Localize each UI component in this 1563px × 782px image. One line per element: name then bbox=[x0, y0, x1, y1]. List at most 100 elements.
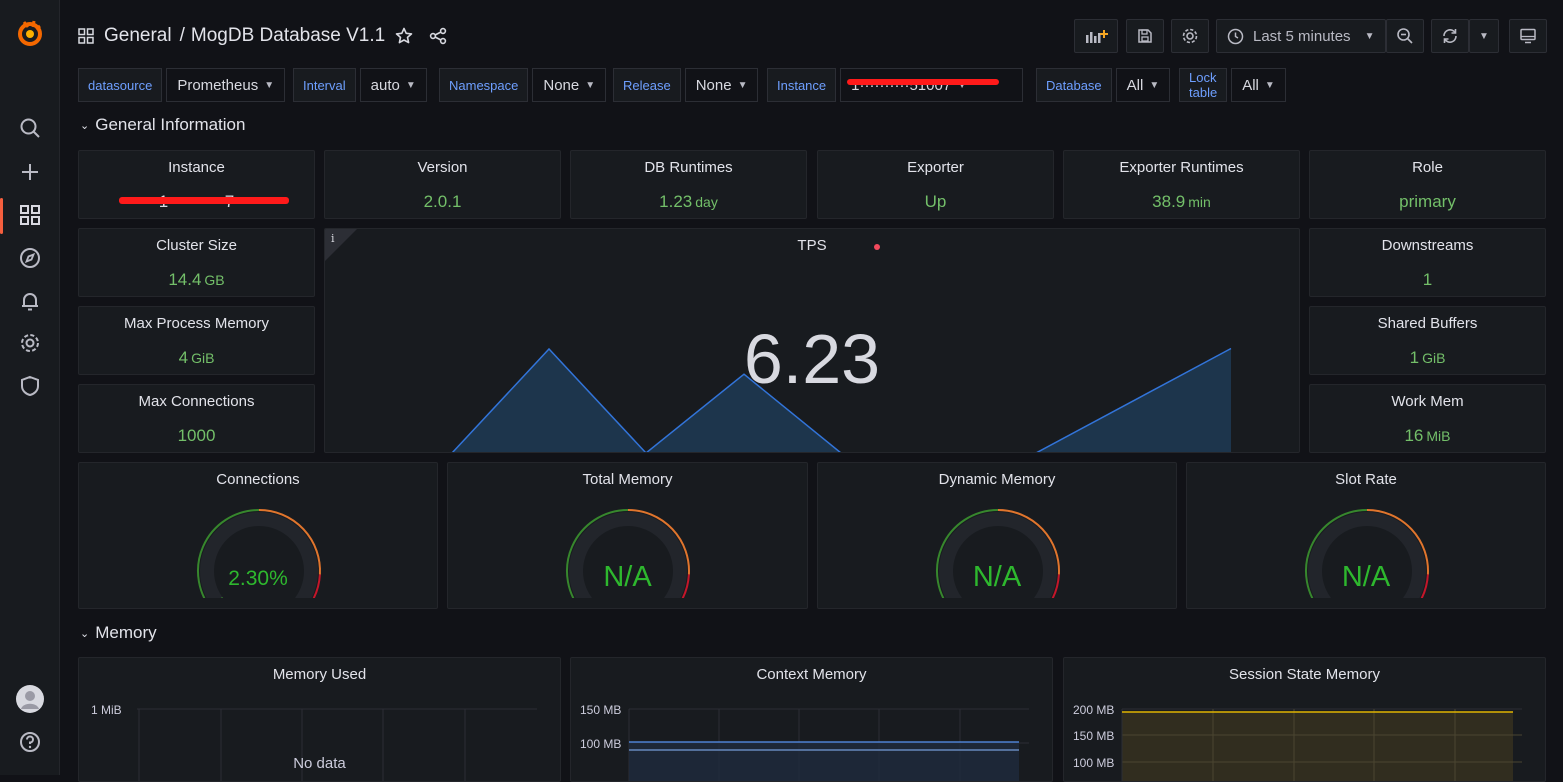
grafana-logo-icon[interactable] bbox=[15, 18, 45, 48]
memory-used-grid bbox=[137, 708, 537, 781]
y-tick-label: 1 MiB bbox=[91, 703, 122, 717]
gauge-track bbox=[1308, 512, 1426, 598]
gauge-track bbox=[200, 512, 318, 598]
dashboards-icon[interactable] bbox=[15, 200, 45, 230]
explore-compass-icon[interactable] bbox=[15, 243, 45, 273]
panel-title: DB Runtimes bbox=[644, 159, 733, 176]
refresh-button[interactable] bbox=[1431, 19, 1469, 53]
stat-panel-db-runtimes[interactable]: DB Runtimes 1.23 day bbox=[570, 150, 807, 219]
panel-title: Exporter Runtimes bbox=[1119, 159, 1244, 176]
stat-panel-downstreams[interactable]: Downstreams 1 bbox=[1309, 228, 1546, 297]
stat-panel-exporter-runtimes[interactable]: Exporter Runtimes 38.9 min bbox=[1063, 150, 1300, 219]
stat-number: 1.23 bbox=[659, 192, 693, 211]
chevron-down-icon: ▼ bbox=[957, 79, 968, 91]
database-select[interactable]: All ▼ bbox=[1115, 68, 1171, 102]
context-memory-chart bbox=[628, 708, 1029, 781]
star-icon[interactable] bbox=[395, 27, 413, 45]
stat-panel-exporter[interactable]: Exporter Up bbox=[817, 150, 1054, 219]
dashboard-settings-button[interactable] bbox=[1171, 19, 1209, 53]
variable-database: Database All ▼ bbox=[1036, 68, 1171, 102]
release-select[interactable]: None ▼ bbox=[684, 68, 759, 102]
panel-title: Session State Memory bbox=[1229, 666, 1380, 683]
namespace-select[interactable]: None ▼ bbox=[532, 68, 607, 102]
datasource-select[interactable]: Prometheus ▼ bbox=[166, 68, 286, 102]
plus-icon[interactable] bbox=[15, 157, 45, 187]
gauge-panel-connections[interactable]: Connections 2.30% bbox=[78, 462, 438, 609]
variable-datasource: datasource Prometheus ▼ bbox=[78, 68, 286, 102]
stat-panel-max-process-memory[interactable]: Max Process Memory 4 GiB bbox=[78, 306, 315, 375]
stat-unit: min bbox=[1188, 194, 1211, 210]
panel-title: Max Connections bbox=[138, 393, 255, 410]
user-avatar[interactable] bbox=[15, 684, 45, 714]
stat-number: primary bbox=[1399, 192, 1456, 211]
context-memory-panel[interactable]: Context Memory 150 MB 100 MB bbox=[570, 657, 1053, 782]
clock-icon bbox=[1227, 28, 1244, 44]
search-icon[interactable] bbox=[15, 113, 45, 143]
stat-panel-cluster-size[interactable]: Cluster Size 14.4 GB bbox=[78, 228, 315, 297]
gauge-value: 2.30% bbox=[228, 567, 288, 590]
gauge-threshold-red bbox=[1420, 574, 1429, 598]
stat-unit: GiB bbox=[1422, 350, 1446, 366]
y-tick-label: 100 MB bbox=[1073, 756, 1115, 770]
row-general-information[interactable]: ⌄ General Information bbox=[80, 115, 245, 135]
variable-label: Namespace bbox=[439, 68, 529, 102]
stat-panel-role[interactable]: Role primary bbox=[1309, 150, 1546, 219]
stat-panel-instance[interactable]: Instance 1··········7 bbox=[78, 150, 315, 219]
stat-panel-work-mem[interactable]: Work Mem 16 MiB bbox=[1309, 384, 1546, 453]
gauge-threshold-red bbox=[1051, 574, 1060, 598]
stat-unit: GB bbox=[204, 272, 225, 288]
top-navbar: General / MogDB Database V1.1 Last 5 min… bbox=[60, 0, 1563, 70]
instance-select[interactable]: 1··········51007 ▼ bbox=[840, 68, 1024, 102]
variable-label: Lock table bbox=[1179, 68, 1228, 102]
tps-panel[interactable]: i TPS 6.23 bbox=[324, 228, 1300, 453]
zoom-out-button[interactable] bbox=[1386, 19, 1424, 53]
tps-value: 6.23 bbox=[743, 320, 881, 398]
stat-value: 1 GiB bbox=[1310, 348, 1545, 368]
configuration-gear-icon[interactable] bbox=[15, 328, 45, 358]
time-range-picker[interactable]: Last 5 minutes ▼ bbox=[1216, 19, 1386, 53]
lock-table-select[interactable]: All ▼ bbox=[1231, 68, 1286, 102]
panel-title: Instance bbox=[168, 159, 225, 176]
gauge-panel-dynamic-memory[interactable]: Dynamic Memory N/A bbox=[817, 462, 1177, 609]
variable-lock-table: Lock table All ▼ bbox=[1179, 68, 1286, 102]
save-dashboard-button[interactable] bbox=[1126, 19, 1164, 53]
tps-sparkline bbox=[451, 347, 1232, 452]
server-admin-shield-icon[interactable] bbox=[15, 371, 45, 401]
chevron-down-icon: ▼ bbox=[264, 79, 275, 91]
memory-used-panel[interactable]: Memory Used 1 MiB No data bbox=[78, 657, 561, 782]
info-icon: i bbox=[331, 232, 335, 245]
chevron-down-icon: ▼ bbox=[405, 79, 416, 91]
panel-info-corner[interactable] bbox=[325, 229, 357, 261]
stat-number: 2.0.1 bbox=[423, 192, 462, 211]
sidebar bbox=[0, 0, 60, 775]
gauge-threshold-green bbox=[197, 509, 260, 598]
cycle-view-mode-button[interactable] bbox=[1509, 19, 1547, 53]
panel-title: Connections bbox=[216, 471, 300, 488]
row-memory[interactable]: ⌄ Memory bbox=[80, 623, 157, 643]
gauge-panel-slot-rate[interactable]: Slot Rate N/A bbox=[1186, 462, 1546, 609]
stat-unit: day bbox=[695, 194, 718, 210]
gauge-value: N/A bbox=[972, 561, 1022, 593]
add-panel-button[interactable] bbox=[1074, 19, 1118, 53]
dashboard-title[interactable]: MogDB Database V1.1 bbox=[190, 25, 386, 46]
variable-instance: Instance 1··········51007 ▼ bbox=[767, 68, 1024, 102]
panel-title: Cluster Size bbox=[156, 237, 237, 254]
share-icon[interactable] bbox=[429, 27, 447, 45]
gauge-panel-total-memory[interactable]: Total Memory N/A bbox=[447, 462, 808, 609]
gauge-threshold-orange bbox=[258, 509, 321, 575]
panel-title: Role bbox=[1412, 159, 1443, 176]
stat-panel-version[interactable]: Version 2.0.1 bbox=[324, 150, 561, 219]
alert-state-dot bbox=[874, 244, 880, 250]
stat-value: primary bbox=[1310, 192, 1545, 212]
stat-number: 14.4 bbox=[168, 270, 202, 289]
alerting-bell-icon[interactable] bbox=[15, 286, 45, 316]
stat-panel-shared-buffers[interactable]: Shared Buffers 1 GiB bbox=[1309, 306, 1546, 375]
chevron-down-icon: ▼ bbox=[737, 79, 748, 91]
gauge-value: N/A bbox=[603, 561, 652, 593]
stat-panel-max-connections[interactable]: Max Connections 1000 bbox=[78, 384, 315, 453]
session-state-memory-panel[interactable]: Session State Memory 200 MB 150 MB 100 M… bbox=[1063, 657, 1546, 782]
refresh-interval-dropdown[interactable]: ▼ bbox=[1469, 19, 1499, 53]
breadcrumb-folder[interactable]: General bbox=[104, 25, 172, 46]
help-icon[interactable] bbox=[15, 727, 45, 757]
interval-select[interactable]: auto ▼ bbox=[359, 68, 427, 102]
